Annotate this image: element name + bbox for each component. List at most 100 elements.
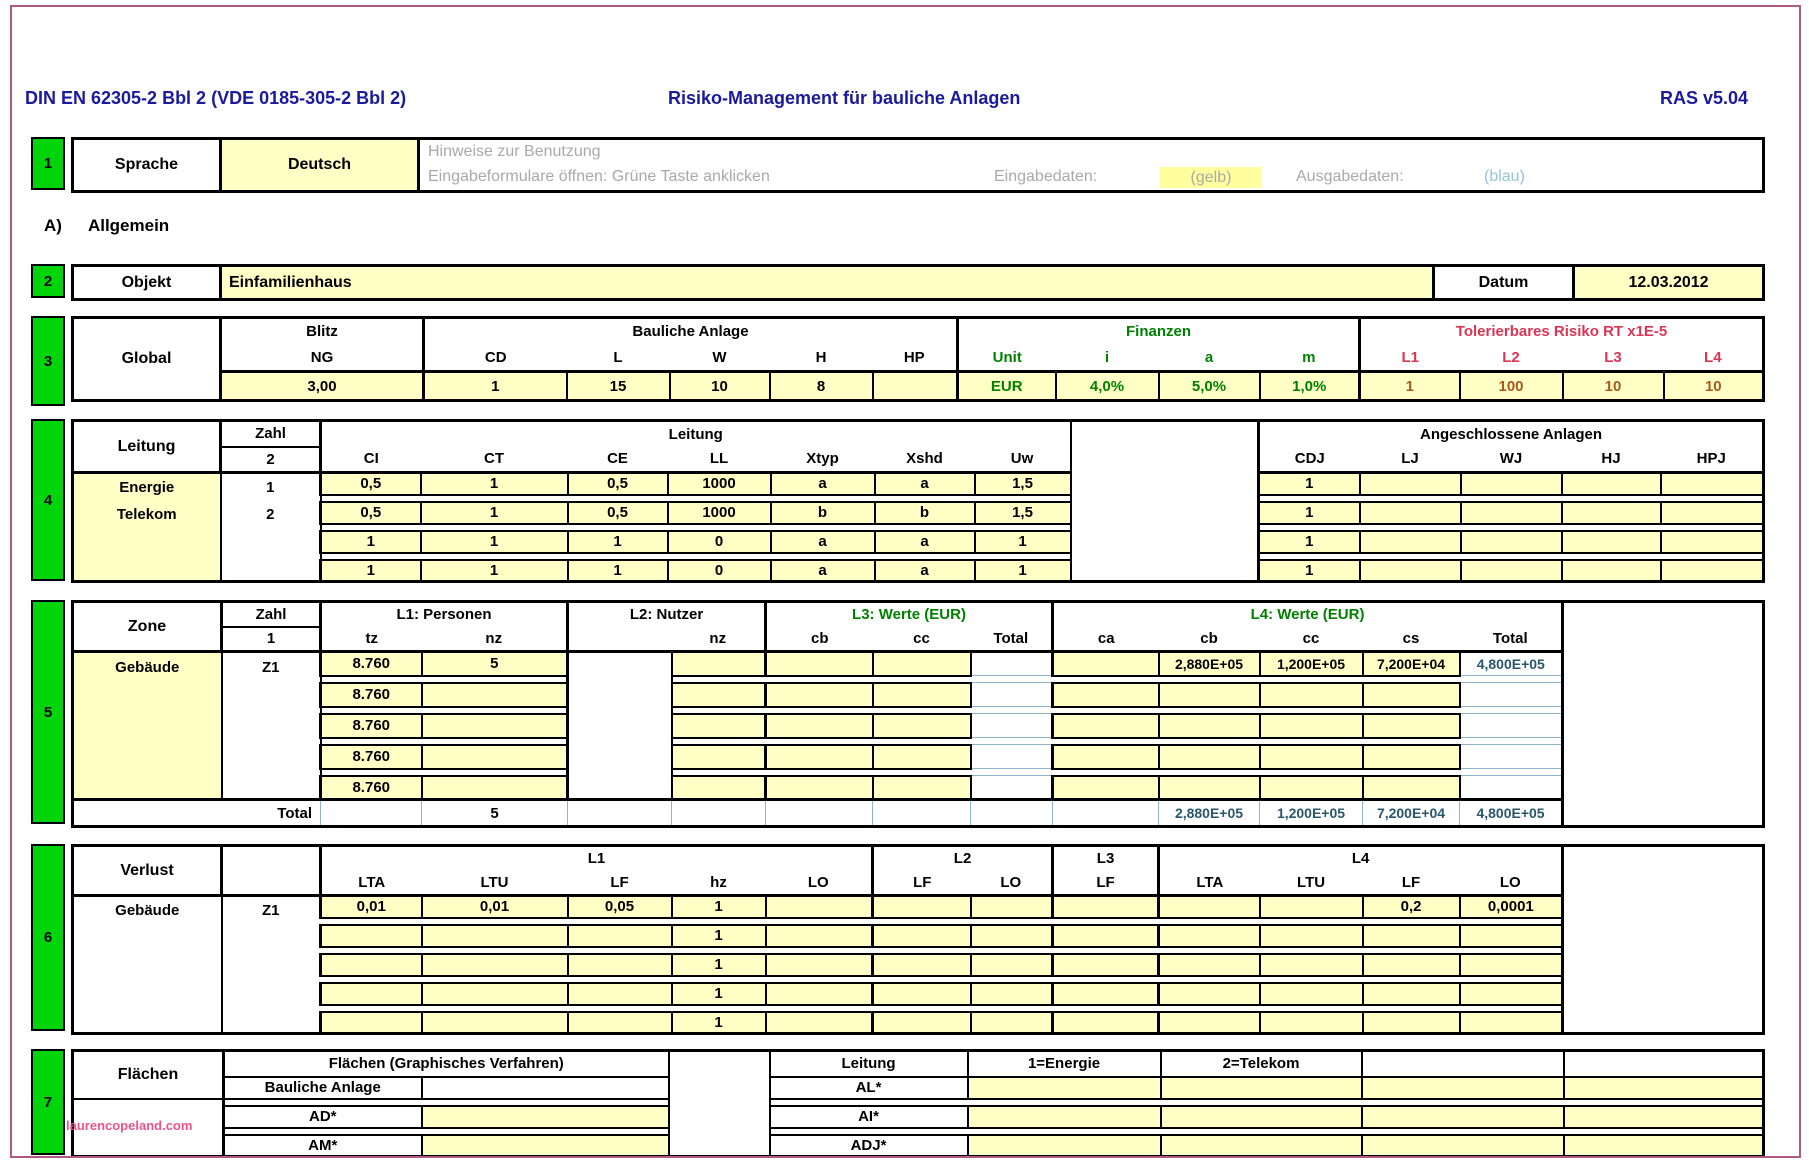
- input-cell[interactable]: [420, 1010, 569, 1035]
- input-cell[interactable]: [1659, 558, 1765, 583]
- leitung-r4-cdj[interactable]: 1: [1257, 558, 1361, 583]
- input-cell[interactable]: [319, 1010, 423, 1035]
- input-cell[interactable]: [1659, 529, 1765, 554]
- global-rt-l3-input[interactable]: 10: [1561, 370, 1665, 402]
- input-cell[interactable]: [1360, 1104, 1565, 1129]
- input-cell[interactable]: [1361, 981, 1461, 1006]
- leitung-r1-ce[interactable]: 0,5: [566, 471, 669, 496]
- input-cell[interactable]: [871, 712, 972, 739]
- input-cell[interactable]: [1562, 1133, 1765, 1158]
- leitung-r3-xshd[interactable]: a: [873, 529, 976, 554]
- leitung-r3-ci[interactable]: 1: [319, 529, 422, 554]
- leitung-r3-cdj[interactable]: 1: [1257, 529, 1361, 554]
- input-cell[interactable]: [1560, 529, 1662, 554]
- input-cell[interactable]: [1157, 952, 1261, 977]
- input-cell[interactable]: [1358, 558, 1462, 583]
- open-form-button-5[interactable]: 5: [31, 600, 65, 824]
- input-cell[interactable]: [1458, 981, 1564, 1006]
- input-cell[interactable]: [319, 952, 423, 977]
- input-cell[interactable]: [1459, 529, 1563, 554]
- input-cell[interactable]: [1051, 774, 1160, 801]
- zone-r1-cs[interactable]: 7,200E+04: [1361, 650, 1461, 677]
- input-cell[interactable]: [1159, 1133, 1363, 1158]
- input-cell[interactable]: [566, 981, 673, 1006]
- input-cell[interactable]: [1157, 894, 1261, 919]
- input-cell[interactable]: [764, 650, 874, 677]
- open-form-button-3[interactable]: 3: [31, 316, 65, 406]
- global-rt-l1-input[interactable]: 1: [1358, 370, 1461, 402]
- input-cell[interactable]: [1361, 681, 1461, 708]
- leitung-r1-uw[interactable]: 1,5: [973, 471, 1072, 496]
- global-h-input[interactable]: 8: [768, 370, 874, 402]
- open-form-button-6[interactable]: 6: [31, 844, 65, 1031]
- input-cell[interactable]: [1560, 558, 1662, 583]
- leitung-r1-cdj[interactable]: 1: [1257, 471, 1361, 496]
- input-cell[interactable]: [969, 952, 1054, 977]
- leitung-r3-ll[interactable]: 0: [666, 529, 772, 554]
- global-rt-l4-input[interactable]: 10: [1662, 370, 1765, 402]
- input-cell[interactable]: [1159, 1075, 1363, 1100]
- input-cell[interactable]: [1458, 923, 1564, 948]
- input-cell[interactable]: [871, 1010, 972, 1035]
- input-cell[interactable]: [1157, 1010, 1261, 1035]
- verlust-r1-lf[interactable]: 0,05: [566, 894, 673, 919]
- verlust-r2-hz[interactable]: 1: [670, 923, 767, 948]
- input-cell[interactable]: [871, 923, 972, 948]
- input-cell[interactable]: [871, 774, 972, 801]
- input-cell[interactable]: [1361, 743, 1461, 770]
- input-cell[interactable]: [1258, 981, 1364, 1006]
- global-m-input[interactable]: 1,0%: [1258, 370, 1361, 402]
- input-cell[interactable]: [670, 774, 767, 801]
- input-cell[interactable]: [1459, 471, 1563, 496]
- verlust-r1-lta[interactable]: 0,01: [319, 894, 423, 919]
- input-cell[interactable]: [1562, 1075, 1765, 1100]
- input-cell[interactable]: [1458, 952, 1564, 977]
- verlust-r1-ltu[interactable]: 0,01: [420, 894, 569, 919]
- input-cell[interactable]: [1459, 500, 1563, 525]
- leitung-r4-xtyp[interactable]: a: [769, 558, 876, 583]
- input-cell[interactable]: [420, 952, 569, 977]
- input-cell[interactable]: [1358, 471, 1462, 496]
- flaechen-r2-value[interactable]: [420, 1104, 670, 1129]
- verlust-r1-l4-lo[interactable]: 0,0001: [1458, 894, 1564, 919]
- input-cell[interactable]: [670, 650, 767, 677]
- input-cell[interactable]: [764, 743, 874, 770]
- input-cell[interactable]: [1360, 1133, 1565, 1158]
- input-cell[interactable]: [1358, 529, 1462, 554]
- input-cell[interactable]: [566, 952, 673, 977]
- zone-r3-tz[interactable]: 8.760: [319, 712, 423, 739]
- leitung-r2-ci[interactable]: 0,5: [319, 500, 422, 525]
- input-cell[interactable]: [1051, 952, 1160, 977]
- input-cell[interactable]: [969, 923, 1054, 948]
- leitung-r4-ll[interactable]: 0: [666, 558, 772, 583]
- input-cell[interactable]: [764, 952, 874, 977]
- input-cell[interactable]: [764, 1010, 874, 1035]
- leitung-r2-ll[interactable]: 1000: [666, 500, 772, 525]
- flaechen-r3-value[interactable]: [420, 1133, 670, 1158]
- zone-r2-tz[interactable]: 8.760: [319, 681, 423, 708]
- input-cell[interactable]: [1361, 1010, 1461, 1035]
- zone-r1-tz[interactable]: 8.760: [319, 650, 423, 677]
- verlust-r3-hz[interactable]: 1: [670, 952, 767, 977]
- open-form-button-4[interactable]: 4: [31, 419, 65, 581]
- input-cell[interactable]: [764, 923, 874, 948]
- input-cell[interactable]: [566, 1010, 673, 1035]
- input-cell[interactable]: [969, 894, 1054, 919]
- input-cell[interactable]: [1157, 981, 1261, 1006]
- input-cell[interactable]: [1051, 743, 1160, 770]
- zone-r1-l4-cc[interactable]: 1,200E+05: [1258, 650, 1364, 677]
- input-cell[interactable]: [319, 981, 423, 1006]
- open-form-button-7[interactable]: 7: [31, 1049, 65, 1155]
- leitung-r3-xtyp[interactable]: a: [769, 529, 876, 554]
- input-cell[interactable]: [1051, 1010, 1160, 1035]
- input-cell[interactable]: [871, 981, 972, 1006]
- leitung-r2-xshd[interactable]: b: [873, 500, 976, 525]
- input-cell[interactable]: [1361, 952, 1461, 977]
- input-cell[interactable]: [1258, 952, 1364, 977]
- datum-input[interactable]: 12.03.2012: [1572, 264, 1765, 301]
- input-cell[interactable]: [764, 774, 874, 801]
- input-cell[interactable]: [1560, 471, 1662, 496]
- input-cell[interactable]: [420, 743, 569, 770]
- input-cell[interactable]: [871, 650, 972, 677]
- input-cell[interactable]: [566, 923, 673, 948]
